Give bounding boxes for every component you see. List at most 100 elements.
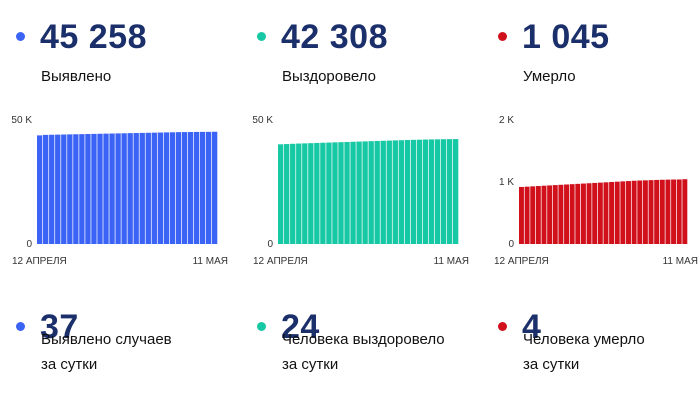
x-end-label: 11 МАЯ bbox=[193, 256, 228, 267]
bar bbox=[296, 143, 302, 244]
bar bbox=[127, 133, 133, 244]
bar bbox=[519, 186, 524, 244]
y-tick-label: 0 bbox=[267, 239, 273, 250]
bar bbox=[368, 141, 374, 244]
detected-label: Выявлено bbox=[41, 68, 112, 85]
daily-recovered-dot bbox=[257, 322, 266, 331]
bar bbox=[620, 181, 626, 244]
bar bbox=[586, 183, 592, 244]
bar bbox=[181, 132, 188, 244]
bar bbox=[603, 182, 609, 244]
y-tick-label: 0 bbox=[508, 239, 514, 250]
daily-recovered-value: 24 bbox=[281, 308, 320, 346]
recovered-dot bbox=[257, 32, 266, 41]
bar bbox=[145, 132, 151, 244]
bar bbox=[665, 179, 671, 244]
bar bbox=[524, 186, 530, 244]
bar bbox=[344, 141, 350, 244]
bar bbox=[637, 180, 643, 244]
bar bbox=[61, 134, 67, 244]
x-start-label: 12 АПРЕЛЯ bbox=[494, 256, 549, 267]
bar bbox=[326, 142, 332, 244]
bar bbox=[392, 140, 398, 244]
bar bbox=[103, 133, 109, 244]
deaths-chart: 2 K 1 K 0 12 АПРЕЛЯ 11 МАЯ bbox=[494, 115, 698, 267]
bar bbox=[614, 181, 620, 244]
bar bbox=[97, 133, 103, 244]
bar bbox=[362, 141, 368, 244]
recovered-label: Выздоровело bbox=[282, 68, 377, 85]
bar bbox=[452, 139, 459, 244]
bar bbox=[530, 186, 536, 244]
bar bbox=[151, 132, 157, 244]
bar bbox=[541, 185, 547, 244]
bar bbox=[626, 181, 631, 244]
column-deaths: 1 045 Умерло 2 K 1 K 0 12 АПРЕЛЯ 11 МАЯ 4 Че… bbox=[482, 0, 700, 420]
bar bbox=[133, 133, 139, 244]
bar bbox=[535, 186, 541, 244]
bar bbox=[79, 134, 85, 244]
bar bbox=[199, 131, 206, 244]
bar bbox=[654, 179, 660, 244]
x-end-label: 11 МАЯ bbox=[663, 256, 698, 267]
deaths-total: 1 045 bbox=[522, 18, 610, 56]
daily-deaths-line1: Человека умерло bbox=[523, 331, 645, 348]
bar bbox=[37, 135, 43, 244]
bar bbox=[404, 139, 411, 244]
detected-dot bbox=[16, 32, 25, 41]
x-end-label: 11 МАЯ bbox=[434, 256, 469, 267]
bar bbox=[109, 133, 115, 244]
recovered-chart: 50 K 0 12 АПРЕЛЯ 11 МАЯ bbox=[252, 115, 469, 267]
bar bbox=[85, 134, 91, 244]
bar bbox=[211, 131, 218, 244]
bar bbox=[284, 144, 290, 244]
bar bbox=[67, 134, 73, 244]
daily-detected-line2: за сутки bbox=[41, 356, 98, 373]
y-tick-label: 50 K bbox=[11, 115, 32, 126]
column-detected: 45 258 Выявлено 50 K 0 12 АПРЕЛЯ 11 МАЯ 37 … bbox=[0, 0, 233, 420]
bar bbox=[440, 139, 447, 244]
bar bbox=[682, 179, 688, 244]
bar bbox=[169, 132, 176, 244]
bar bbox=[374, 140, 380, 244]
bar bbox=[434, 139, 441, 244]
y-tick-label: 0 bbox=[26, 239, 32, 250]
bar bbox=[332, 142, 338, 244]
bar bbox=[642, 180, 648, 244]
detected-chart: 50 K 0 12 АПРЕЛЯ 11 МАЯ bbox=[11, 115, 228, 267]
bar bbox=[575, 183, 581, 244]
bar bbox=[338, 142, 344, 244]
bar bbox=[187, 132, 194, 244]
bar bbox=[350, 141, 356, 244]
daily-detected-dot bbox=[16, 322, 25, 331]
daily-detected-line1: Выявлено случаев bbox=[41, 331, 172, 348]
x-start-label: 12 АПРЕЛЯ bbox=[253, 256, 308, 267]
bar bbox=[428, 139, 435, 244]
bar bbox=[139, 132, 145, 244]
bar bbox=[552, 185, 558, 244]
bar bbox=[115, 133, 121, 244]
daily-recovered-line1: Человека выздоровело bbox=[282, 331, 445, 348]
bar bbox=[121, 133, 127, 244]
bar bbox=[398, 140, 404, 244]
bar bbox=[569, 184, 575, 244]
bar bbox=[564, 184, 569, 244]
bar bbox=[609, 182, 615, 244]
bar bbox=[631, 180, 637, 244]
bar bbox=[193, 131, 200, 244]
bar bbox=[380, 140, 386, 244]
bar bbox=[597, 182, 603, 244]
bar bbox=[676, 179, 682, 244]
bar bbox=[410, 139, 417, 244]
bar bbox=[91, 133, 97, 244]
daily-recovered-line2: за сутки bbox=[282, 356, 339, 373]
bar bbox=[659, 179, 665, 244]
y-tick-label: 2 K bbox=[499, 115, 514, 126]
recovered-total: 42 308 bbox=[281, 18, 388, 56]
bar bbox=[320, 142, 326, 244]
bar bbox=[592, 182, 598, 244]
bar bbox=[290, 143, 296, 244]
bar bbox=[308, 143, 314, 244]
bar bbox=[386, 140, 392, 244]
bar bbox=[416, 139, 423, 244]
